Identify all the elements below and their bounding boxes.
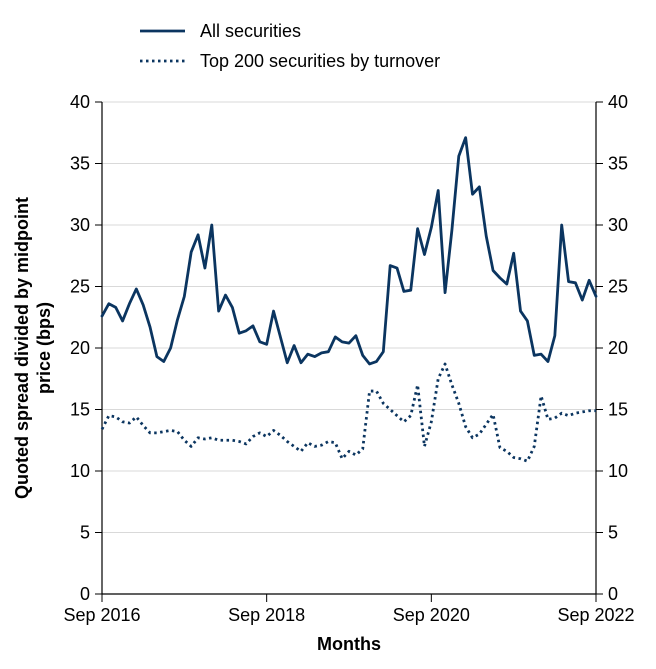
series-layer (100, 136, 598, 463)
y-tick-label-left: 5 (80, 523, 90, 543)
x-tick-label: Sep 2020 (393, 605, 470, 625)
y-tick-label-right: 20 (608, 338, 628, 358)
x-tick-label: Sep 2016 (63, 605, 140, 625)
y-tick-label-right: 35 (608, 154, 628, 174)
x-tick-labels: Sep 2016 Sep 2018 Sep 2020 Sep 2022 (63, 605, 634, 625)
y-tick-label-right: 0 (608, 584, 618, 604)
y-tick-label-right: 10 (608, 461, 628, 481)
legend-label-all-securities: All securities (200, 21, 301, 41)
y-tick-label-right: 25 (608, 277, 628, 297)
y-tick-label-left: 35 (70, 154, 90, 174)
y-axis-title-line-1: Quoted spread divided by midpoint (12, 197, 32, 499)
y-tick-label-right: 30 (608, 215, 628, 235)
legend-label-top-200: Top 200 securities by turnover (200, 51, 440, 71)
y-axis-title-line-2: price (bps) (34, 302, 54, 394)
y-tick-labels-right: 0 5 10 15 20 25 30 35 40 (608, 92, 628, 604)
y-tick-label-left: 15 (70, 400, 90, 420)
y-tick-label-left: 40 (70, 92, 90, 112)
y-tick-label-left: 20 (70, 338, 90, 358)
y-tick-label-left: 10 (70, 461, 90, 481)
series-line-all-securities (100, 136, 598, 366)
gridlines (102, 101, 596, 533)
y-tick-label-right: 15 (608, 400, 628, 420)
y-tick-label-left: 30 (70, 215, 90, 235)
x-tick-label: Sep 2018 (228, 605, 305, 625)
series-line-top-200 (100, 362, 596, 463)
y-tick-label-left: 25 (70, 277, 90, 297)
x-axis-title: Months (317, 634, 381, 654)
axes (95, 101, 603, 602)
y-tick-labels-left: 0 5 10 15 20 25 30 35 40 (70, 92, 90, 604)
y-tick-label-left: 0 (80, 584, 90, 604)
legend: All securities Top 200 securities by tur… (140, 21, 440, 71)
y-tick-label-right: 40 (608, 92, 628, 112)
x-tick-label: Sep 2022 (557, 605, 634, 625)
y-tick-label-right: 5 (608, 523, 618, 543)
